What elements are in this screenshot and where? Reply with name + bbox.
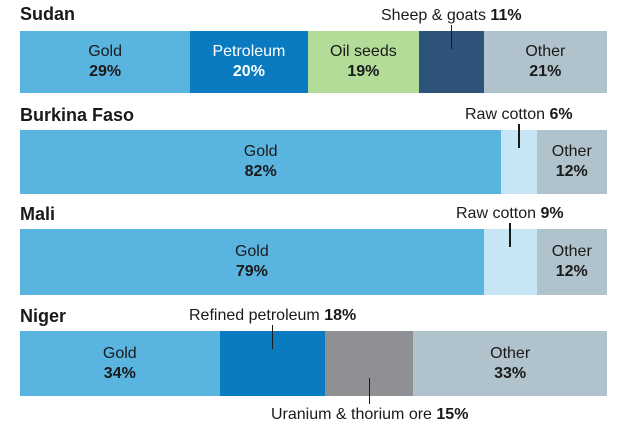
niger-gold-label: Gold: [102, 344, 137, 362]
mali-title: Mali: [20, 204, 56, 224]
niger-refined-petroleum-callout: Refined petroleum 18%: [189, 307, 356, 325]
sudan-petroleum-label: Petroleum: [212, 43, 286, 60]
sudan-sheep-and-goats-label: Sheep & goats: [381, 7, 486, 24]
mali-raw-cotton-leader-line: [509, 223, 511, 247]
burkina-faso-gold-label: Gold: [243, 143, 278, 160]
burkina-faso-other-segment: Other 12%: [536, 130, 607, 194]
burkina-faso-gold-value: 82%: [244, 163, 277, 180]
sudan-other-segment: Other 21%: [483, 31, 607, 93]
burkina-faso-other-value: 12%: [555, 163, 588, 180]
sudan-petroleum-value: 20%: [232, 63, 265, 80]
burkina-faso-raw-cotton-value: 6%: [549, 106, 573, 123]
niger-refined-petroleum-label: Refined petroleum: [189, 307, 320, 324]
sudan-sheep-and-goats-value: 11%: [490, 7, 522, 24]
sudan-gold-segment: Gold 29%: [20, 31, 191, 93]
sudan-oil-seeds-segment: Oil seeds 19%: [307, 31, 420, 93]
mali-raw-cotton-value: 9%: [540, 205, 564, 222]
mali-raw-cotton-label: Raw cotton: [456, 205, 537, 222]
burkina-faso-raw-cotton-leader-line: [518, 124, 520, 148]
sudan-gold-label: Gold: [88, 43, 122, 60]
mali-gold-label: Gold: [234, 243, 269, 260]
niger-other-label: Other: [490, 344, 531, 362]
mali-other-label: Other: [551, 243, 592, 260]
mali-gold-segment: Gold 79%: [20, 229, 484, 295]
burkina-faso-bar: Gold 82% Other 12%: [20, 130, 607, 194]
niger-uranium-and-thorium-ore-value: 15%: [436, 406, 469, 423]
sudan-other-label: Other: [525, 43, 566, 60]
burkina-faso-title: Burkina Faso: [20, 105, 135, 125]
mali-other-segment: Other 12%: [536, 229, 607, 295]
sudan-oil-seeds-value: 19%: [347, 63, 380, 80]
mali-bar: Gold 79% Other 12%: [20, 229, 607, 295]
sudan-title: Sudan: [20, 4, 76, 24]
sudan-sheep-and-goats-leader-line: [450, 25, 453, 49]
sudan-petroleum-segment: Petroleum 20%: [190, 31, 308, 93]
burkina-faso-gold-segment: Gold 82%: [20, 130, 502, 194]
sudan-gold-value: 29%: [89, 63, 122, 80]
sudan-other-value: 21%: [529, 63, 562, 80]
niger-other-segment: Other 33%: [413, 331, 607, 396]
burkina-faso-raw-cotton-callout: Raw cotton 6%: [465, 106, 573, 124]
niger-refined-petroleum-value: 18%: [324, 307, 357, 324]
mali-other-value: 12%: [555, 263, 588, 280]
niger-uranium-and-thorium-ore-label: Uranium & thorium ore: [271, 406, 432, 423]
niger-gold-segment: Gold 34%: [20, 331, 220, 396]
mali-raw-cotton-callout: Raw cotton 9%: [456, 205, 564, 223]
sudan-sheep-and-goats-callout: Sheep & goats 11%: [381, 7, 522, 25]
niger-uranium-and-thorium-ore-callout: Uranium & thorium ore 15%: [271, 406, 468, 424]
niger-uranium-and-thorium-ore-leader-line: [368, 378, 370, 404]
niger-bar: Gold 34% Other 33%: [20, 331, 607, 396]
niger-refined-petroleum-leader-line: [271, 325, 274, 349]
mali-gold-value: 79%: [235, 263, 268, 280]
sudan-bar: Gold 29% Petroleum 20% Oil seeds 19% Other 21%: [20, 31, 607, 93]
niger-gold-value: 34%: [103, 364, 136, 382]
burkina-faso-raw-cotton-label: Raw cotton: [465, 106, 546, 123]
burkina-faso-other-label: Other: [551, 143, 592, 160]
niger-title: Niger: [20, 306, 67, 326]
sudan-oil-seeds-label: Oil seeds: [330, 43, 397, 60]
niger-other-value: 33%: [494, 364, 527, 382]
